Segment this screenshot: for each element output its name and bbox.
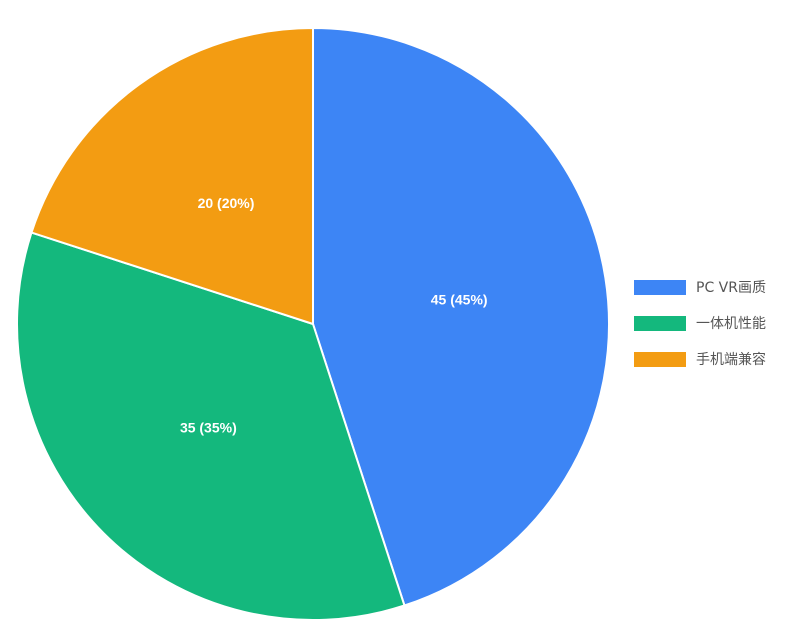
slice-value-label: 45 (45%) [431,292,488,308]
legend-label[interactable]: 一体机性能 [696,316,766,332]
pie-slice-1[interactable] [312,26,610,607]
legend-swatch[interactable] [634,316,686,331]
pie-labels: 45 (45%) 35 (35%) 20 (20%) [180,195,488,435]
legend-label[interactable]: PC VR画质 [696,280,766,296]
legend-swatch[interactable] [634,352,686,367]
pie-slice-3[interactable] [30,26,314,326]
pie-slices [16,26,610,621]
slice-value-label: 20 (20%) [198,195,255,211]
pie-slice-2[interactable] [16,231,406,621]
slice-value-label: 35 (35%) [180,419,237,435]
legend-label[interactable]: 手机端兼容 [696,351,766,368]
legend-swatch[interactable] [634,280,686,295]
